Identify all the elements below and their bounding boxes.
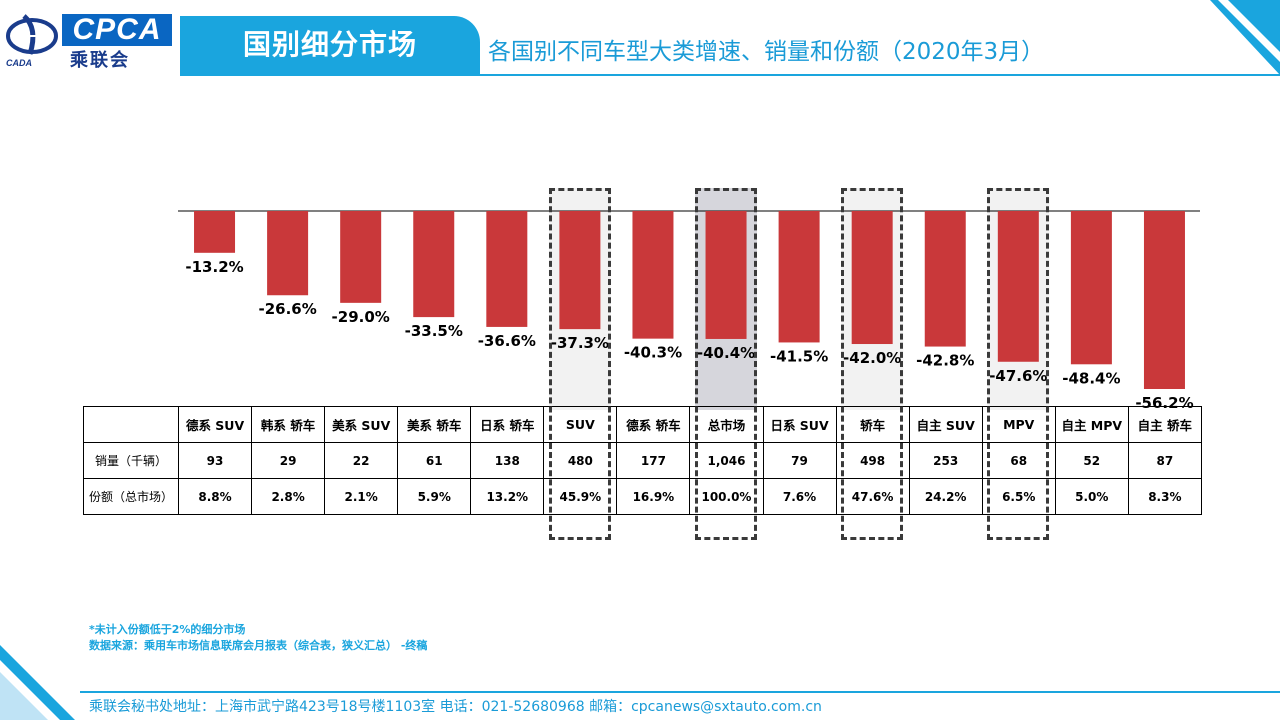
bar-value-label-cat-0: -13.2%	[185, 258, 243, 276]
note-line-1: *未计入份额低于2%的细分市场	[89, 623, 246, 636]
table-header-cell: 德系 SUV	[177, 406, 253, 443]
bar-value-label-cat-1: -26.6%	[258, 300, 316, 318]
title-box: 国别细分市场	[180, 16, 480, 74]
share-cell: 6.5%	[981, 478, 1056, 515]
bar-cat-9	[851, 211, 893, 345]
logo-sub-text: CADA	[6, 58, 32, 68]
bar-cat-5	[559, 211, 601, 330]
sales-cell: 52	[1054, 442, 1129, 479]
sales-cell: 498	[835, 442, 910, 479]
bar-value-label-cat-5: -37.3%	[551, 334, 609, 352]
bar-value-label-cat-6: -40.3%	[624, 344, 682, 362]
bar-cat-12	[1070, 211, 1112, 365]
notes: *未计入份额低于2%的细分市场 数据来源：乘用车市场信息联席会月报表（综合表，狭…	[89, 622, 427, 654]
table-header-cell: 自主 MPV	[1054, 406, 1129, 443]
sales-row-label: 销量（千辆）	[83, 442, 179, 479]
bar-cat-4	[486, 211, 528, 327]
table-row-share: 份额（总市场） 8.8% 2.8% 2.1% 5.9% 13.2% 45.9% 16.9% 1…	[83, 478, 1202, 515]
header-divider	[180, 74, 1280, 76]
sales-cell: 480	[543, 442, 618, 479]
note-line-2: 数据来源：乘用车市场信息联席会月报表（综合表，狭义汇总） -终稿	[89, 639, 428, 652]
cpca-logo: CPCA 乘联会 CADA	[0, 6, 180, 71]
bar-value-label-cat-4: -36.6%	[478, 332, 536, 350]
share-cell: 13.2%	[470, 478, 545, 515]
bar-value-label-cat-2: -29.0%	[332, 308, 390, 326]
growth-bar-chart: -13.2% -26.6% -29.0% -33.5% -36.6% -37.3% -40.…	[178, 188, 1200, 410]
logo-cn-text: 乘联会	[70, 50, 130, 71]
share-cell: 24.2%	[908, 478, 983, 515]
bar-value-label-cat-11: -47.6%	[989, 367, 1047, 385]
table-header-cell: 德系 轿车	[616, 406, 691, 443]
cpca-emblem-icon	[6, 14, 58, 55]
bar-cat-8	[778, 211, 820, 343]
share-cell: 7.6%	[762, 478, 837, 515]
sales-cell: 93	[177, 442, 253, 479]
bar-cat-1	[267, 211, 309, 296]
table-header-cell: 美系 SUV	[324, 406, 399, 443]
page-subtitle: 各国别不同车型大类增速、销量和份额（2020年3月）	[488, 39, 1045, 65]
segment-data-table: 德系 SUV 韩系 轿车 美系 SUV 美系 轿车 日系 轿车 SUV 德系 轿车 总市场 日系…	[83, 406, 1202, 515]
share-cell: 2.1%	[324, 478, 399, 515]
sales-cell: 177	[616, 442, 691, 479]
table-header-cell: 韩系 轿车	[251, 406, 326, 443]
table-header-cell: 日系 SUV	[762, 406, 837, 443]
bar-cat-13	[1143, 211, 1185, 389]
share-cell: 8.3%	[1127, 478, 1202, 515]
corner-decoration-bottom-left	[0, 645, 75, 720]
sales-cell: 253	[908, 442, 983, 479]
sales-cell: 87	[1127, 442, 1202, 479]
highlight-box-cat-7	[695, 188, 758, 540]
sales-cell: 79	[762, 442, 837, 479]
bar-cat-10	[924, 211, 966, 347]
bar-value-label-cat-8: -41.5%	[770, 347, 828, 365]
bar-value-label-cat-3: -33.5%	[405, 322, 463, 340]
table-header-cell: 自主 轿车	[1127, 406, 1202, 443]
table-header-cell: 美系 轿车	[397, 406, 472, 443]
share-cell: 47.6%	[835, 478, 910, 515]
bar-cat-11	[997, 211, 1039, 362]
table-header-cell: 总市场	[689, 406, 764, 443]
table-corner-cell	[83, 406, 179, 443]
share-cell: 100.0%	[689, 478, 764, 515]
highlight-box-cat-5	[548, 188, 611, 540]
logo-brand-text: CPCA	[62, 14, 172, 46]
share-cell: 2.8%	[251, 478, 326, 515]
share-cell: 8.8%	[177, 478, 253, 515]
share-cell: 5.0%	[1054, 478, 1129, 515]
footer-divider	[80, 691, 1280, 693]
bar-cat-3	[413, 211, 455, 318]
table-header-cell: SUV	[543, 406, 618, 443]
share-cell: 5.9%	[397, 478, 472, 515]
bar-value-label-cat-10: -42.8%	[916, 352, 974, 370]
share-row-label: 份额（总市场）	[83, 478, 179, 515]
sales-cell: 68	[981, 442, 1056, 479]
sales-cell: 138	[470, 442, 545, 479]
bar-cat-7	[705, 211, 747, 339]
bar-value-label-cat-9: -42.0%	[843, 349, 901, 367]
sales-cell: 61	[397, 442, 472, 479]
bar-cat-6	[632, 211, 674, 339]
sales-cell: 22	[324, 442, 399, 479]
table-row-sales: 销量（千辆） 93 29 22 61 138 480 177 1,046 79 498 253 68 5…	[83, 442, 1202, 479]
footer-contact-text: 乘联会秘书处地址：上海市武宁路423号18号楼1103室 电话：021-5268…	[89, 699, 822, 715]
table-header-cell: 自主 SUV	[908, 406, 983, 443]
bar-value-label-cat-7: -40.4%	[697, 344, 755, 362]
bar-value-label-cat-12: -48.4%	[1062, 369, 1120, 387]
table-header-cell: 日系 轿车	[470, 406, 545, 443]
share-cell: 16.9%	[616, 478, 691, 515]
sales-cell: 29	[251, 442, 326, 479]
corner-decoration-top-right	[1210, 0, 1280, 75]
page-title: 国别细分市场	[242, 28, 417, 61]
highlight-box-cat-11	[987, 188, 1050, 540]
bar-cat-0	[194, 211, 236, 253]
bar-cat-2	[340, 211, 382, 303]
highlight-box-cat-9	[841, 188, 904, 540]
